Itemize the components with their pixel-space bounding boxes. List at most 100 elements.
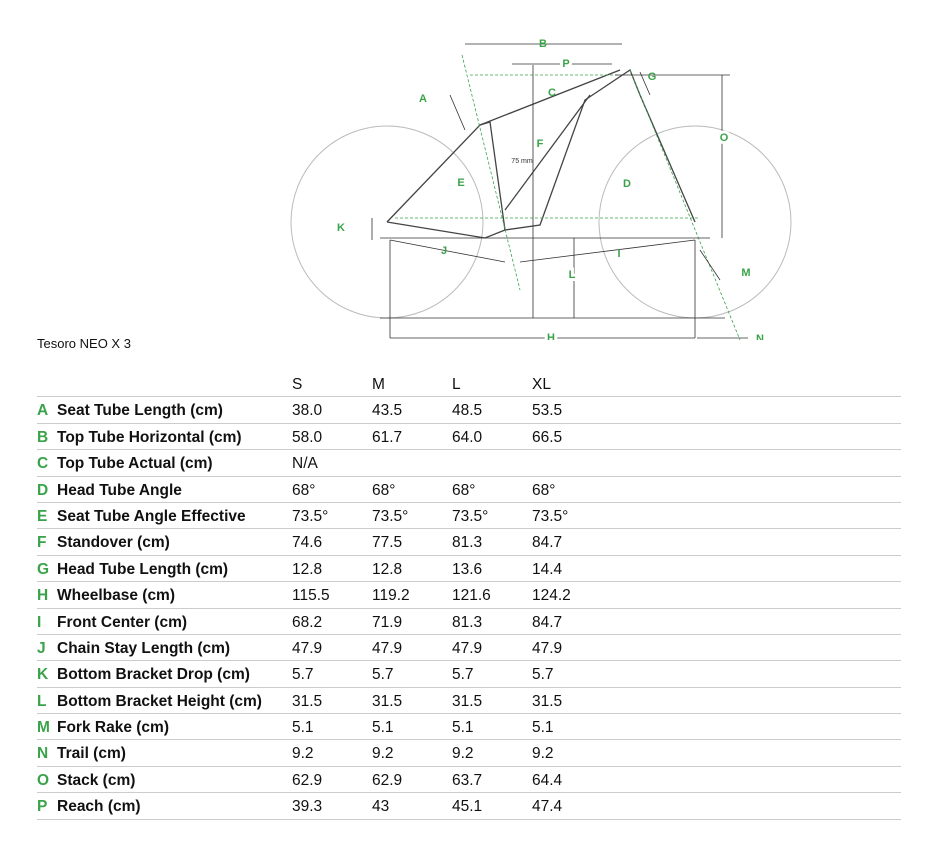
- cell-value: 5.1: [532, 719, 554, 737]
- row-name: Fork Rake (cm): [57, 719, 169, 737]
- row-name: Wheelbase (cm): [57, 587, 176, 605]
- cell-value: 62.9: [372, 771, 403, 789]
- cell-value: 74.6: [292, 534, 323, 552]
- table-row: E Seat Tube Angle Effective 73.5° 73.5° 73.5…: [37, 503, 901, 530]
- cell-value: 63.7: [452, 771, 483, 789]
- label-g: G: [648, 71, 657, 83]
- row-name: Seat Tube Length (cm): [57, 402, 223, 420]
- cell-value: 68°: [452, 481, 476, 499]
- geometry-diagram: A B C D E F G H I J K L M N O P 75 mm: [290, 38, 792, 340]
- cell-value: 48.5: [452, 402, 483, 420]
- cell-value: 81.3: [452, 613, 483, 631]
- label-l: L: [569, 269, 576, 281]
- label-a: A: [419, 93, 427, 105]
- row-name: Trail (cm): [57, 745, 126, 763]
- cell-value: 43.5: [372, 402, 403, 420]
- cell-value: 47.9: [452, 639, 483, 657]
- label-p: P: [562, 58, 569, 70]
- cell-value: 5.7: [292, 666, 314, 684]
- table-row: N Trail (cm) 9.2 9.2 9.2 9.2: [37, 740, 901, 767]
- cell-value: 61.7: [372, 428, 403, 446]
- cell-value: N/A: [292, 455, 318, 473]
- row-letter: F: [37, 534, 47, 552]
- table-row: O Stack (cm) 62.9 62.9 63.7 64.4: [37, 767, 901, 794]
- row-letter: B: [37, 428, 49, 446]
- row-name: Front Center (cm): [57, 613, 188, 631]
- cell-value: 84.7: [532, 534, 563, 552]
- cell-value: 68°: [532, 481, 556, 499]
- cell-value: 31.5: [532, 692, 563, 710]
- cell-value: 43: [372, 798, 390, 816]
- label-b: B: [539, 38, 547, 50]
- cell-value: 12.8: [292, 560, 323, 578]
- cell-value: 119.2: [372, 587, 410, 605]
- label-m: M: [741, 267, 750, 279]
- cell-value: 5.1: [452, 719, 474, 737]
- cell-value: 47.9: [292, 639, 323, 657]
- row-name: Head Tube Length (cm): [57, 560, 229, 578]
- cell-value: 31.5: [372, 692, 403, 710]
- cell-value: 47.9: [532, 639, 563, 657]
- row-name: Bottom Bracket Drop (cm): [57, 666, 250, 684]
- row-letter: G: [37, 560, 50, 578]
- cell-value: 68°: [372, 481, 396, 499]
- table-row: K Bottom Bracket Drop (cm) 5.7 5.7 5.7 5.7: [37, 661, 901, 688]
- row-name: Head Tube Angle: [57, 481, 182, 499]
- size-header: XL: [532, 376, 551, 393]
- row-letter: E: [37, 507, 48, 525]
- row-letter: L: [37, 692, 47, 710]
- note-75mm: 75 mm: [511, 158, 533, 165]
- table-row: F Standover (cm) 74.6 77.5 81.3 84.7: [37, 529, 901, 556]
- row-letter: C: [37, 455, 49, 473]
- label-e: E: [457, 177, 464, 189]
- cell-value: 31.5: [452, 692, 483, 710]
- cell-value: 73.5°: [532, 507, 569, 525]
- cell-value: 12.8: [372, 560, 403, 578]
- cell-value: 47.4: [532, 798, 563, 816]
- row-name: Seat Tube Angle Effective: [57, 507, 246, 525]
- cell-value: 5.7: [372, 666, 394, 684]
- table-row: L Bottom Bracket Height (cm) 31.5 31.5 31.5 3…: [37, 688, 901, 715]
- row-letter: H: [37, 587, 49, 605]
- cell-value: 68°: [292, 481, 316, 499]
- row-name: Top Tube Actual (cm): [57, 455, 213, 473]
- table-row: D Head Tube Angle 68° 68° 68° 68°: [37, 477, 901, 503]
- cell-value: 9.2: [292, 745, 314, 763]
- table-row: C Top Tube Actual (cm) N/A: [37, 450, 901, 477]
- cell-value: 62.9: [292, 771, 323, 789]
- header-row: S M L XL: [37, 371, 901, 398]
- row-letter: M: [37, 719, 50, 737]
- row-name: Stack (cm): [57, 771, 136, 789]
- row-letter: P: [37, 798, 48, 816]
- row-name: Chain Stay Length (cm): [57, 639, 231, 657]
- row-name: Top Tube Horizontal (cm): [57, 428, 242, 446]
- cell-value: 5.7: [532, 666, 554, 684]
- cell-value: 14.4: [532, 560, 563, 578]
- cell-value: 73.5°: [372, 507, 409, 525]
- cell-value: 5.1: [292, 719, 314, 737]
- cell-value: 64.4: [532, 771, 563, 789]
- label-h: H: [547, 332, 555, 340]
- label-i: I: [617, 248, 620, 260]
- cell-value: 115.5: [292, 587, 330, 605]
- cell-value: 45.1: [452, 798, 483, 816]
- table-row: B Top Tube Horizontal (cm) 58.0 61.7 64.0 66.…: [37, 424, 901, 451]
- size-header: L: [452, 376, 461, 393]
- cell-value: 39.3: [292, 798, 323, 816]
- label-j: J: [441, 245, 447, 257]
- cell-value: 9.2: [372, 745, 394, 763]
- table-row: A Seat Tube Length (cm) 38.0 43.5 48.5 53.5: [37, 397, 901, 424]
- row-name: Reach (cm): [57, 798, 141, 816]
- row-letter: J: [37, 639, 46, 657]
- cell-value: 58.0: [292, 428, 323, 446]
- cell-value: 77.5: [372, 534, 403, 552]
- guide-lines: [395, 54, 741, 340]
- row-letter: K: [37, 666, 49, 684]
- row-letter: N: [37, 745, 49, 763]
- label-o: O: [720, 132, 729, 144]
- label-n: N: [756, 333, 764, 340]
- cell-value: 73.5°: [292, 507, 329, 525]
- table-row: P Reach (cm) 39.3 43 45.1 47.4: [37, 793, 901, 820]
- table-row: H Wheelbase (cm) 115.5 119.2 121.6 124.2: [37, 582, 901, 609]
